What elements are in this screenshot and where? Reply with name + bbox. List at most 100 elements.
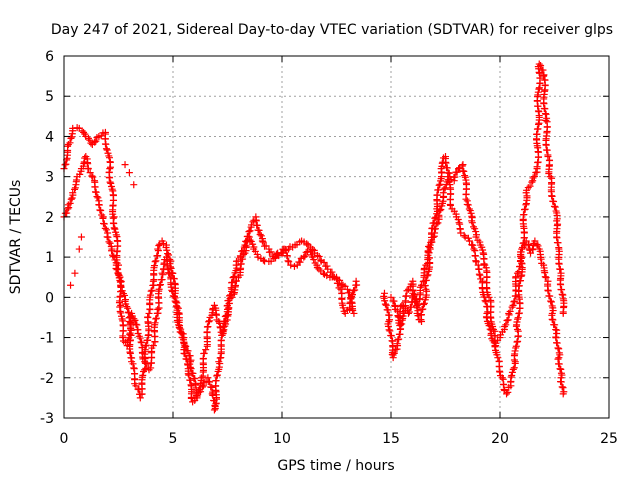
data-marker [152, 315, 160, 323]
data-marker [437, 205, 445, 213]
data-marker [121, 291, 129, 299]
data-point [154, 305, 162, 313]
data-marker [429, 233, 437, 241]
data-marker [225, 296, 233, 304]
data-point [459, 161, 467, 169]
data-marker [559, 384, 567, 392]
data-marker [533, 240, 541, 248]
data-marker [169, 269, 177, 277]
data-marker [282, 247, 290, 255]
data-marker [71, 185, 79, 193]
data-point [154, 245, 162, 253]
data-marker [554, 344, 562, 352]
data-marker [426, 244, 434, 252]
axis-ticks [63, 55, 610, 419]
data-marker [301, 252, 309, 260]
data-marker [558, 290, 566, 298]
data-marker [553, 339, 561, 347]
data-marker [259, 238, 267, 246]
data-marker [115, 271, 123, 279]
data-marker [209, 391, 217, 399]
data-marker [550, 198, 558, 206]
data-marker [403, 287, 411, 295]
data-marker [336, 276, 344, 284]
data-marker [84, 165, 92, 173]
data-marker [267, 248, 275, 256]
data-marker [152, 257, 160, 265]
data-marker [385, 326, 393, 334]
data-point [461, 233, 469, 241]
data-marker [541, 273, 549, 281]
data-marker [528, 178, 536, 186]
x-tick-label: 0 [60, 431, 69, 447]
data-marker [236, 252, 244, 260]
data-marker [512, 273, 520, 281]
data-marker [458, 162, 466, 170]
data-marker [175, 323, 183, 331]
data-marker [517, 277, 525, 285]
data-marker [148, 286, 156, 294]
data-marker [555, 360, 563, 368]
data-marker [557, 365, 565, 373]
data-point [64, 140, 72, 148]
data-marker [173, 299, 181, 307]
data-marker [556, 365, 564, 373]
data-marker [407, 303, 415, 311]
data-marker [108, 185, 116, 193]
data-point [110, 213, 118, 221]
data-marker [453, 168, 461, 176]
data-marker [146, 291, 154, 299]
data-marker [557, 378, 565, 386]
data-marker [468, 219, 476, 227]
data-marker [131, 316, 139, 324]
data-marker [110, 253, 118, 261]
data-point [544, 153, 552, 161]
data-marker [405, 308, 413, 316]
data-marker [521, 205, 529, 213]
data-marker [554, 239, 562, 247]
data-marker [93, 193, 101, 201]
data-marker [428, 238, 436, 246]
data-marker [480, 260, 488, 268]
data-marker [92, 137, 100, 145]
data-marker [112, 264, 120, 272]
data-marker [156, 281, 164, 289]
data-marker [296, 258, 304, 266]
data-marker [515, 268, 523, 276]
data-marker [228, 278, 236, 286]
data-marker [420, 300, 428, 308]
data-marker [89, 173, 97, 181]
y-tick-label: 3 [45, 170, 54, 186]
data-marker [239, 247, 247, 255]
data-marker [246, 236, 254, 244]
x-tick-label: 20 [491, 431, 509, 447]
data-marker [476, 271, 484, 279]
data-marker [230, 273, 238, 281]
data-marker [147, 287, 155, 295]
data-point [522, 237, 530, 245]
data-marker [222, 311, 230, 319]
data-points [60, 60, 568, 414]
data-marker [435, 181, 443, 189]
data-marker [150, 262, 158, 270]
data-marker [313, 264, 321, 272]
data-point [287, 261, 295, 269]
data-marker [436, 207, 444, 215]
data-marker [238, 247, 246, 255]
data-marker [155, 242, 163, 250]
data-point [350, 309, 358, 317]
data-marker [384, 306, 392, 314]
data-marker [273, 250, 281, 258]
data-marker [547, 298, 555, 306]
data-point [145, 309, 153, 317]
data-marker [195, 386, 203, 394]
data-marker [534, 242, 542, 250]
data-marker [302, 248, 310, 256]
data-marker [460, 231, 468, 239]
data-marker [492, 339, 500, 347]
data-marker [186, 352, 194, 360]
y-tick-label: 0 [45, 290, 54, 306]
data-marker [154, 252, 162, 260]
data-marker [486, 325, 494, 333]
data-marker [123, 303, 131, 311]
